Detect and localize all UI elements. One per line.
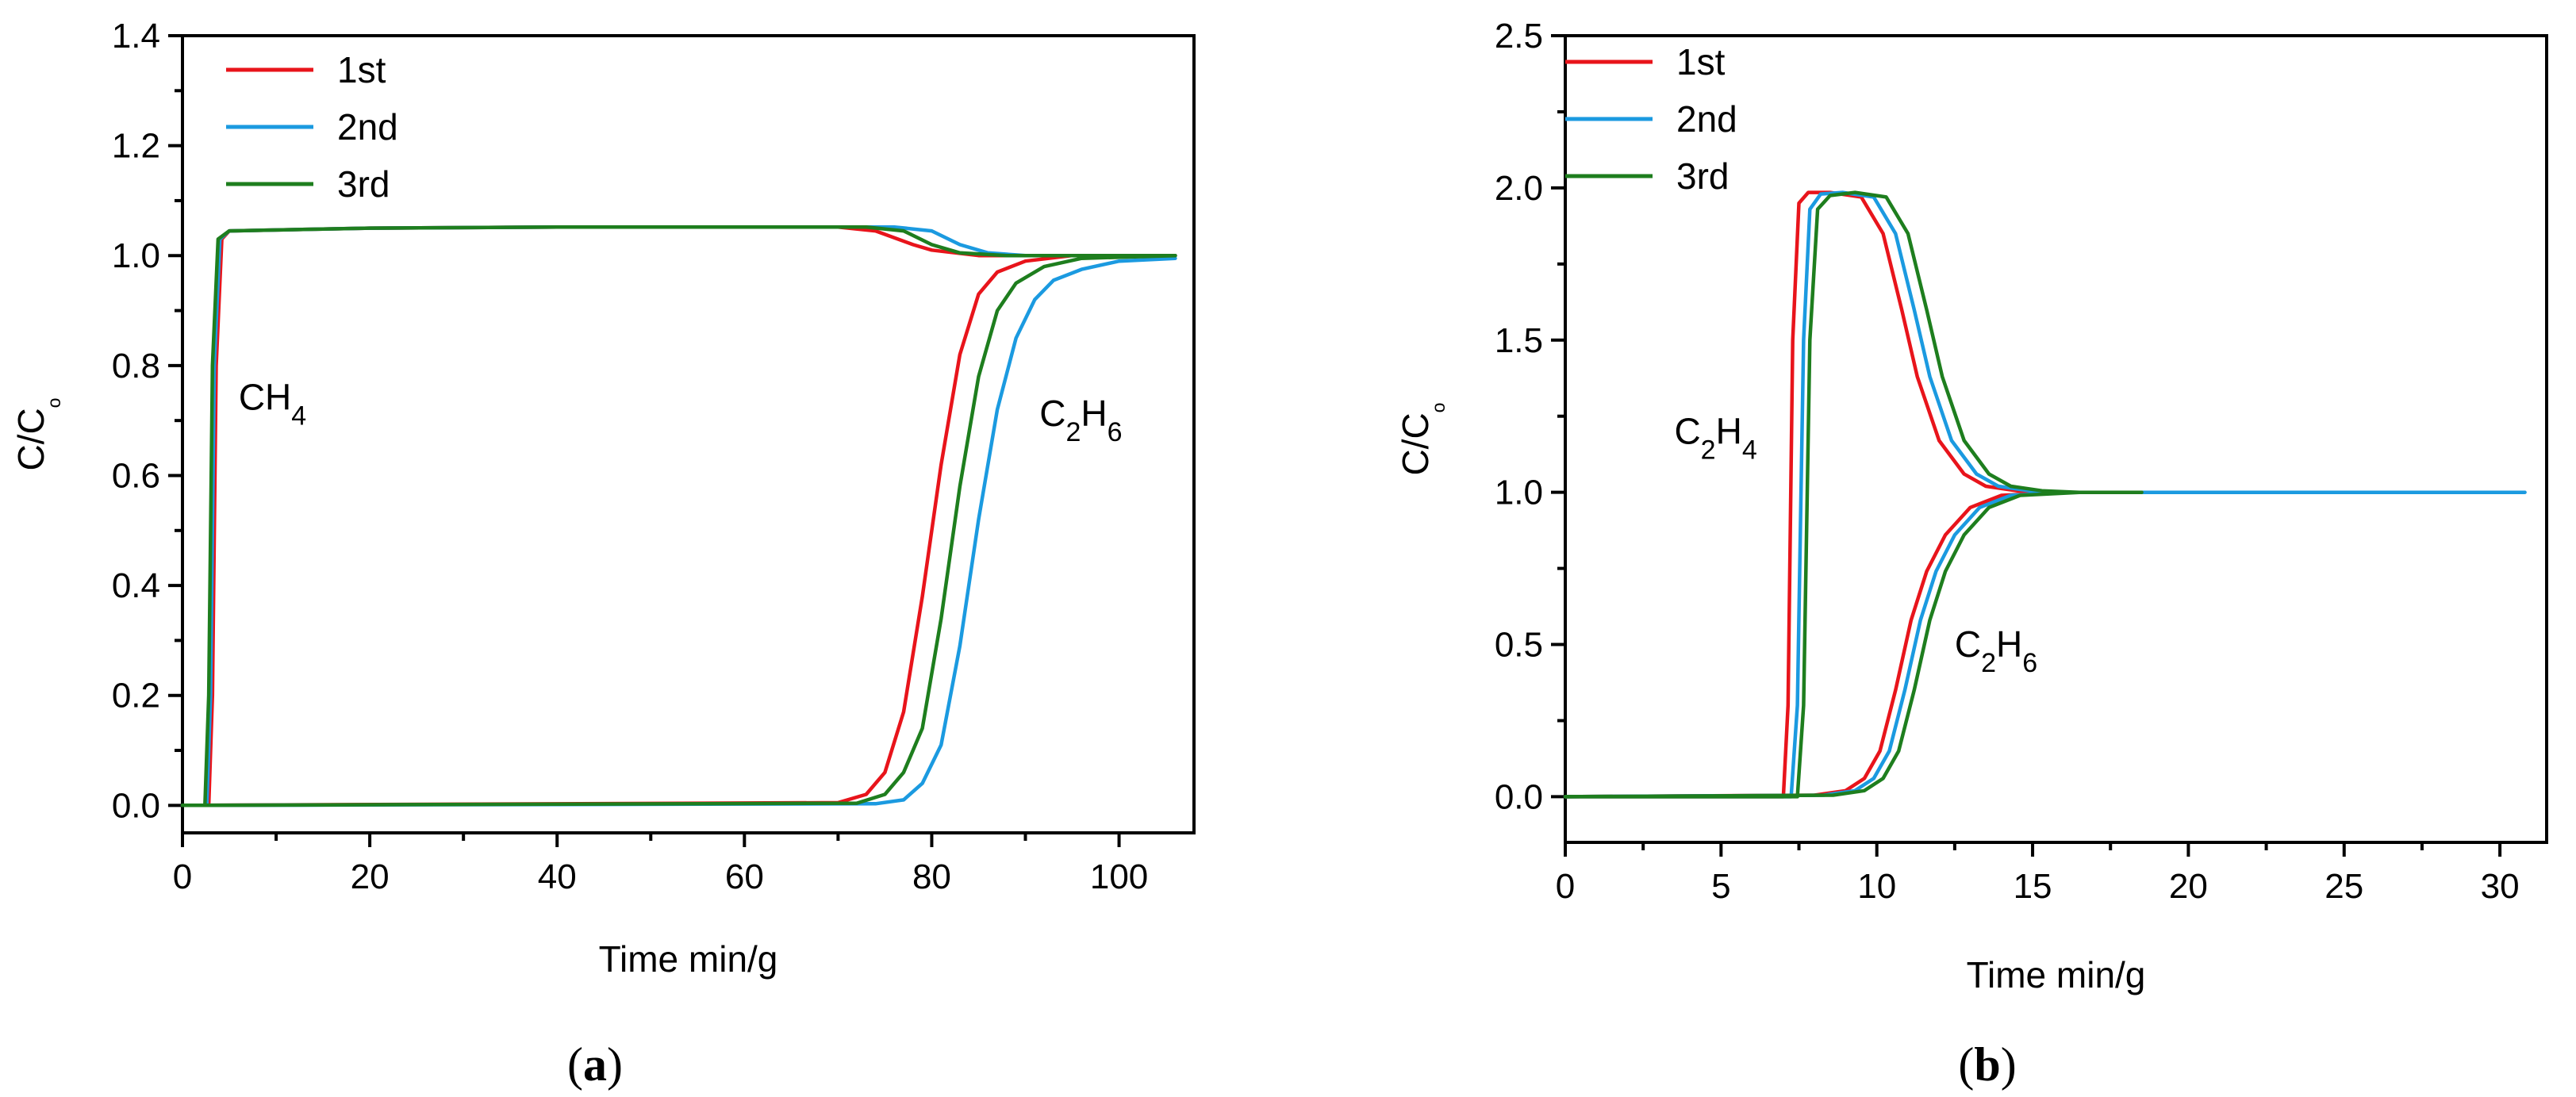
x-tick-label: 10 — [1857, 867, 1896, 906]
x-axis-title: Time min/g — [599, 938, 778, 980]
y-tick-label: 1.5 — [1495, 321, 1543, 360]
y-tick-label: 0.5 — [1495, 626, 1543, 665]
x-tick-label: 30 — [2481, 867, 2520, 906]
x-tick-label: 40 — [538, 857, 577, 896]
annotation-subscript: 4 — [291, 401, 306, 431]
legend-label-3rd: 3rd — [337, 163, 390, 205]
x-tick-label: 20 — [351, 857, 390, 896]
y-axis-title: C/Cₒ — [10, 397, 65, 470]
gas-annotation: CH4 — [239, 376, 306, 431]
series-1st-C2H6-line — [180, 253, 1177, 807]
panel-a-caption: (a) — [567, 1038, 623, 1091]
panel-b-chart: 0 5 10 15 20 25 30 0.0 0.5 1.0 1.5 2.0 2.5 Time min/g… — [1395, 17, 2548, 995]
y-tick-label: 0.4 — [112, 566, 160, 605]
x-tick-label: 0 — [1556, 867, 1575, 906]
panel-b-caption: (b) — [1958, 1038, 2016, 1091]
annotation-subscript: 2 — [1065, 417, 1081, 447]
y-tick-label: 1.0 — [112, 236, 160, 275]
annotation-element: H — [1996, 623, 2022, 665]
annotation-subscript: 2 — [1701, 435, 1716, 465]
gas-annotation: C2H6 — [1039, 393, 1122, 447]
annotation-element: H — [1081, 393, 1107, 434]
series-3rd-C2H4-line — [1563, 190, 2144, 799]
annotation-subscript: 6 — [1108, 417, 1123, 447]
y-tick-label: 0.6 — [112, 456, 160, 495]
legend-label-1st: 1st — [1676, 41, 1726, 82]
annotation-subscript: 4 — [1742, 435, 1757, 465]
series-2nd-C2H6-line — [1563, 490, 2527, 799]
x-tick-label: 0 — [173, 857, 192, 896]
y-tick-label: 1.0 — [1495, 474, 1543, 512]
panel-a-chart: 0 20 40 60 80 100 0.0 0.2 0.4 0.6 0.8 1.0 1.2 1.4 Time… — [10, 17, 1196, 980]
plot-frame — [1564, 34, 2548, 844]
legend-label-2nd: 2nd — [337, 106, 398, 148]
x-axis-title: Time min/g — [1967, 954, 2146, 995]
y-tick-label: 2.5 — [1495, 17, 1543, 56]
plot-frame — [181, 34, 1196, 834]
x-tick-label: 60 — [725, 857, 764, 896]
annotation-subscript: 2 — [1981, 648, 1996, 678]
annotation-subscript: 6 — [2022, 648, 2037, 678]
y-tick-label: 0.2 — [112, 677, 160, 715]
y-tick-label: 2.0 — [1495, 169, 1543, 208]
series-1st-C2H4-line — [1563, 190, 2066, 799]
legend-label-3rd: 3rd — [1676, 155, 1729, 197]
y-tick-label: 0.8 — [112, 347, 160, 385]
x-tick-label: 5 — [1711, 867, 1730, 906]
y-tick-label: 0.0 — [112, 786, 160, 825]
caption-letter: a — [583, 1038, 607, 1091]
series-3rd-CH4-line — [180, 224, 1177, 807]
gas-annotation: C2H4 — [1674, 410, 1756, 465]
gas-annotation: C2H6 — [1955, 623, 2037, 678]
y-tick-label: 0.0 — [1495, 777, 1543, 816]
y-tick-label: 1.4 — [112, 17, 160, 56]
y-axis-title: C/Cₒ — [1395, 402, 1449, 475]
x-tick-label: 20 — [2169, 867, 2208, 906]
legend-label-1st: 1st — [337, 49, 386, 90]
series-1st-C2H6-line — [1563, 490, 2066, 799]
x-tick-label: 80 — [912, 857, 951, 896]
y-axis-title-subscript: ₒ — [35, 397, 65, 408]
series-3rd-C2H6-line — [1563, 490, 2144, 799]
series-2nd-C2H4-line — [1563, 190, 2527, 799]
legend-label-2nd: 2nd — [1676, 98, 1737, 140]
x-tick-label: 25 — [2325, 867, 2363, 906]
caption-letter: b — [1974, 1038, 2000, 1091]
x-tick-label: 100 — [1090, 857, 1148, 896]
x-tick-label: 15 — [2014, 867, 2052, 906]
y-axis-title-subscript: ₒ — [1419, 402, 1449, 412]
series-3rd-C2H6-line — [180, 253, 1177, 807]
annotation-element: H — [1716, 410, 1742, 451]
y-tick-label: 1.2 — [112, 127, 160, 166]
series-2nd-C2H6-line — [180, 256, 1177, 807]
